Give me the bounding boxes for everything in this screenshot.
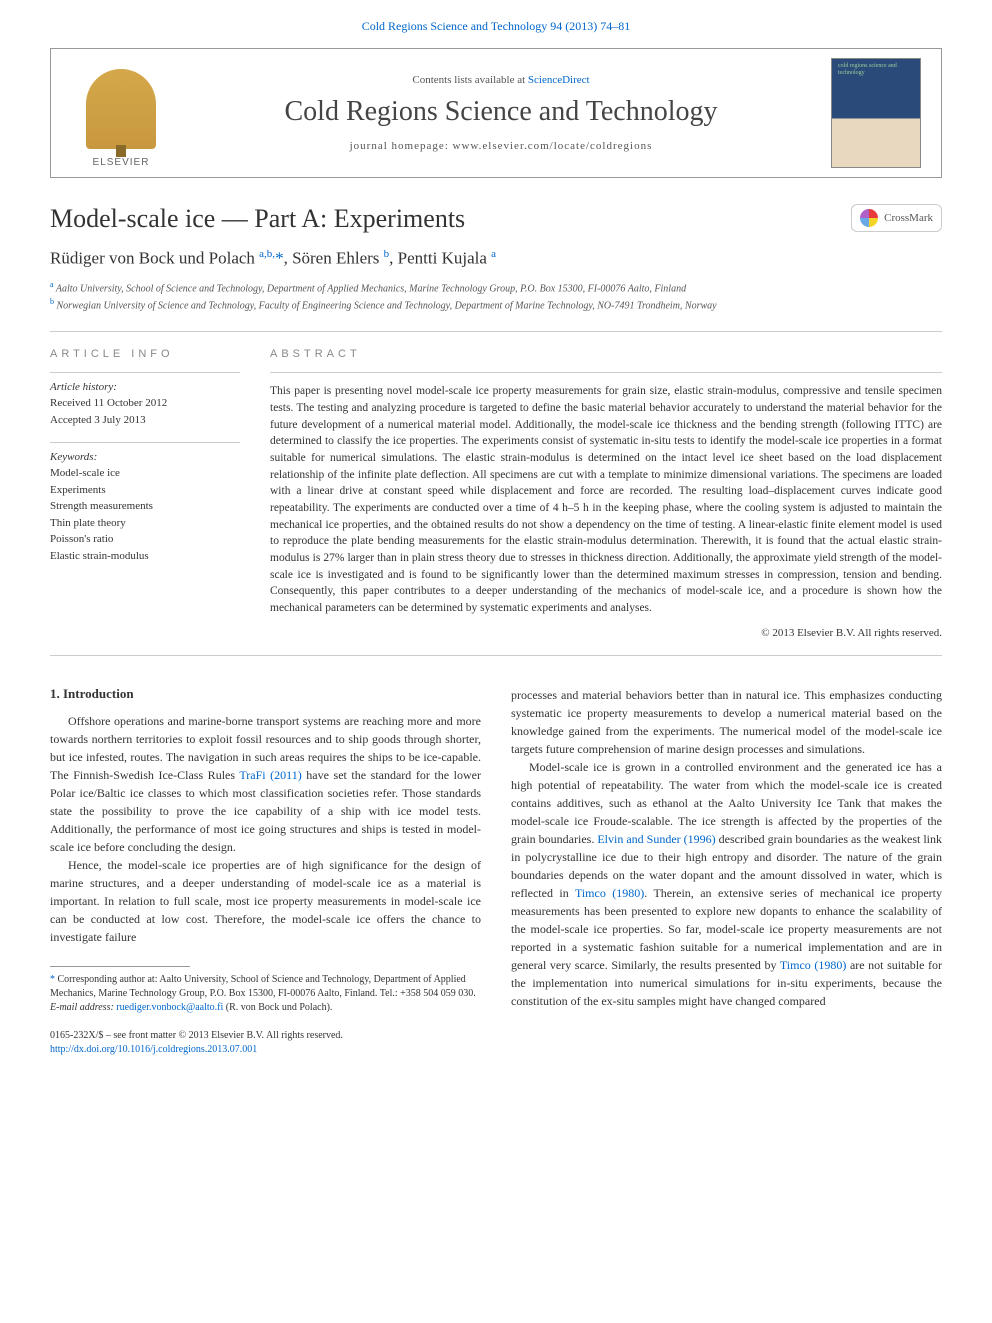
keyword: Experiments xyxy=(50,482,240,499)
paragraph: Model-scale ice is grown in a controlled… xyxy=(511,758,942,1010)
citation-link[interactable]: TraFi (2011) xyxy=(239,768,301,782)
journal-cover-thumbnail: cold regions science and technology xyxy=(831,58,921,168)
main-text-columns: 1. Introduction Offshore operations and … xyxy=(50,686,942,1057)
article-info-heading: article info xyxy=(50,348,240,360)
affiliation-b: b Norwegian University of Science and Te… xyxy=(50,296,942,313)
article-history-block: Article history: Received 11 October 201… xyxy=(50,372,240,428)
accepted-date: Accepted 3 July 2013 xyxy=(50,412,240,429)
received-date: Received 11 October 2012 xyxy=(50,395,240,412)
elsevier-tree-icon xyxy=(86,69,156,149)
homepage-url: www.elsevier.com/locate/coldregions xyxy=(453,140,653,152)
cover-label: cold regions science and technology xyxy=(838,63,920,76)
rule-top xyxy=(50,331,942,332)
affiliation-a: a Aalto University, School of Science an… xyxy=(50,279,942,296)
journal-header: ELSEVIER Contents lists available at Sci… xyxy=(50,48,942,178)
homepage-label: journal homepage: xyxy=(350,140,453,152)
article-info-column: article info Article history: Received 1… xyxy=(50,348,270,638)
contents-line: Contents lists available at ScienceDirec… xyxy=(191,74,811,86)
journal-title: Cold Regions Science and Technology xyxy=(191,96,811,128)
star-icon: * xyxy=(50,974,55,985)
citation-link[interactable]: Elvin and Sunder (1996) xyxy=(597,832,715,846)
crossmark-icon xyxy=(860,209,878,227)
body-text: processes and material behaviors better … xyxy=(511,686,942,1010)
crossmark-badge[interactable]: CrossMark xyxy=(851,204,942,232)
paragraph: processes and material behaviors better … xyxy=(511,686,942,758)
left-column: 1. Introduction Offshore operations and … xyxy=(50,686,481,1057)
top-citation: Cold Regions Science and Technology 94 (… xyxy=(0,0,992,48)
keyword: Model-scale ice xyxy=(50,465,240,482)
body-text: Offshore operations and marine-borne tra… xyxy=(50,712,481,946)
abstract-column: abstract This paper is presenting novel … xyxy=(270,348,942,638)
corresponding-author-footnote: * Corresponding author at: Aalto Univers… xyxy=(50,973,481,1001)
page-footer: 0165-232X/$ – see front matter © 2013 El… xyxy=(50,1029,481,1057)
publisher-logo: ELSEVIER xyxy=(71,58,171,168)
keyword: Strength measurements xyxy=(50,498,240,515)
abstract-copyright: © 2013 Elsevier B.V. All rights reserved… xyxy=(270,627,942,639)
keyword: Elastic strain-modulus xyxy=(50,548,240,565)
keywords-block: Keywords: Model-scale ice Experiments St… xyxy=(50,442,240,564)
keyword: Thin plate theory xyxy=(50,515,240,532)
journal-homepage: journal homepage: www.elsevier.com/locat… xyxy=(191,140,811,152)
citation-link[interactable]: Timco (1980) xyxy=(780,958,846,972)
right-column: processes and material behaviors better … xyxy=(511,686,942,1057)
keyword: Poisson's ratio xyxy=(50,531,240,548)
contents-prefix: Contents lists available at xyxy=(412,74,527,86)
authors: Rüdiger von Bock und Polach a,b,*, Sören… xyxy=(50,248,942,269)
sciencedirect-link[interactable]: ScienceDirect xyxy=(528,74,590,86)
top-citation-link[interactable]: Cold Regions Science and Technology 94 (… xyxy=(362,19,631,33)
affiliations: a Aalto University, School of Science an… xyxy=(50,279,942,314)
abstract-text: This paper is presenting novel model-sca… xyxy=(270,383,942,616)
abstract-heading: abstract xyxy=(270,348,942,360)
publisher-name: ELSEVIER xyxy=(93,157,150,168)
issn-line: 0165-232X/$ – see front matter © 2013 El… xyxy=(50,1029,481,1043)
footnote-separator xyxy=(50,966,190,967)
paragraph: Offshore operations and marine-borne tra… xyxy=(50,712,481,856)
history-label: Article history: xyxy=(50,381,240,393)
paragraph: Hence, the model-scale ice properties ar… xyxy=(50,856,481,946)
email-footnote: E-mail address: ruediger.vonbock@aalto.f… xyxy=(50,1001,481,1015)
email-link[interactable]: ruediger.vonbock@aalto.fi xyxy=(116,1002,223,1013)
rule-bottom xyxy=(50,655,942,656)
keywords-label: Keywords: xyxy=(50,451,240,463)
section-1-heading: 1. Introduction xyxy=(50,686,481,702)
abstract-rule xyxy=(270,372,942,373)
citation-link[interactable]: Timco (1980) xyxy=(575,886,644,900)
doi-link[interactable]: http://dx.doi.org/10.1016/j.coldregions.… xyxy=(50,1044,257,1055)
paper-title: Model-scale ice — Part A: Experiments xyxy=(50,204,465,234)
header-center: Contents lists available at ScienceDirec… xyxy=(191,74,811,152)
crossmark-label: CrossMark xyxy=(884,212,933,224)
